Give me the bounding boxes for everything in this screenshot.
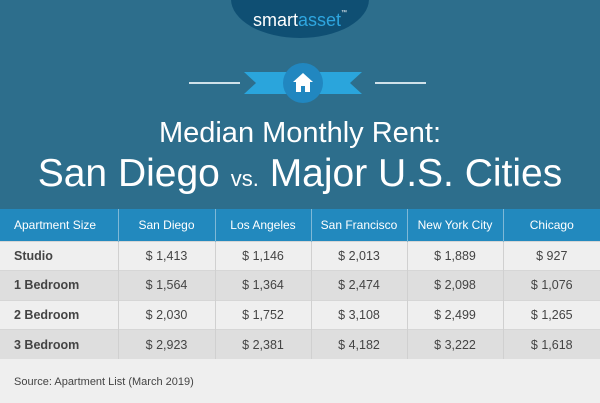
row-label: 3 Bedroom <box>0 329 118 359</box>
house-icon <box>293 73 313 92</box>
cell: $ 1,146 <box>214 240 311 271</box>
table-row: 3 Bedroom $ 2,923 $ 2,381 $ 4,182 $ 3,22… <box>0 329 600 359</box>
cell: $ 1,364 <box>214 270 311 300</box>
table-row: Studio $ 1,413 $ 1,146 $ 2,013 $ 1,889 $… <box>0 240 600 271</box>
table-row: 1 Bedroom $ 1,564 $ 1,364 $ 2,474 $ 2,09… <box>0 270 600 300</box>
header-san-francisco: San Francisco <box>310 209 407 241</box>
cell: $ 2,923 <box>117 329 215 359</box>
divider-left <box>189 82 240 84</box>
smartasset-logo: smartasset™ <box>252 10 348 30</box>
title-line-2: San Diego vs. Major U.S. Cities <box>37 152 563 195</box>
header-san-diego: San Diego <box>117 209 215 241</box>
table-header-row: Apartment Size San Diego Los Angeles San… <box>0 209 600 241</box>
cell: $ 2,474 <box>310 270 407 300</box>
cell: $ 3,108 <box>310 299 407 330</box>
cell: $ 2,013 <box>310 240 407 271</box>
header-new-york-city: New York City <box>406 209 503 241</box>
table-row: 2 Bedroom $ 2,030 $ 1,752 $ 3,108 $ 2,49… <box>0 299 600 330</box>
cell: $ 1,889 <box>406 240 503 271</box>
header-banner: smartasset™ Median Monthly Rent: San Die… <box>0 0 600 209</box>
header-los-angeles: Los Angeles <box>214 209 311 241</box>
cell: $ 1,076 <box>502 270 600 300</box>
cell: $ 1,265 <box>502 299 600 330</box>
cell: $ 2,381 <box>214 329 311 359</box>
cell: $ 1,752 <box>214 299 311 330</box>
header-chicago: Chicago <box>502 209 600 241</box>
cell: $ 3,222 <box>406 329 503 359</box>
row-label: 1 Bedroom <box>0 270 118 300</box>
cell: $ 2,098 <box>406 270 503 300</box>
cell: $ 1,618 <box>502 329 600 359</box>
row-label: Studio <box>0 240 118 271</box>
header-apartment-size: Apartment Size <box>0 209 118 241</box>
source-note: Source: Apartment List (March 2019) <box>14 376 194 388</box>
rent-table: Apartment Size San Diego Los Angeles San… <box>0 209 600 359</box>
cell: $ 4,182 <box>310 329 407 359</box>
cell: $ 2,499 <box>406 299 503 330</box>
cell: $ 1,564 <box>117 270 215 300</box>
divider-right <box>375 82 426 84</box>
title-line-1: Median Monthly Rent: <box>158 117 442 149</box>
cell: $ 2,030 <box>117 299 215 330</box>
cell: $ 1,413 <box>117 240 215 271</box>
house-badge <box>283 63 323 103</box>
row-label: 2 Bedroom <box>0 299 118 330</box>
cell: $ 927 <box>502 240 600 271</box>
